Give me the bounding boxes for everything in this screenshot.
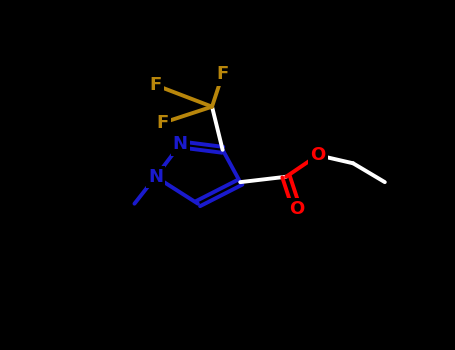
Text: N: N: [148, 168, 163, 186]
Text: O: O: [289, 200, 304, 218]
Text: N: N: [173, 135, 188, 153]
Text: F: F: [157, 114, 169, 132]
Text: F: F: [217, 65, 229, 83]
Text: O: O: [310, 146, 325, 164]
Text: F: F: [150, 76, 162, 94]
